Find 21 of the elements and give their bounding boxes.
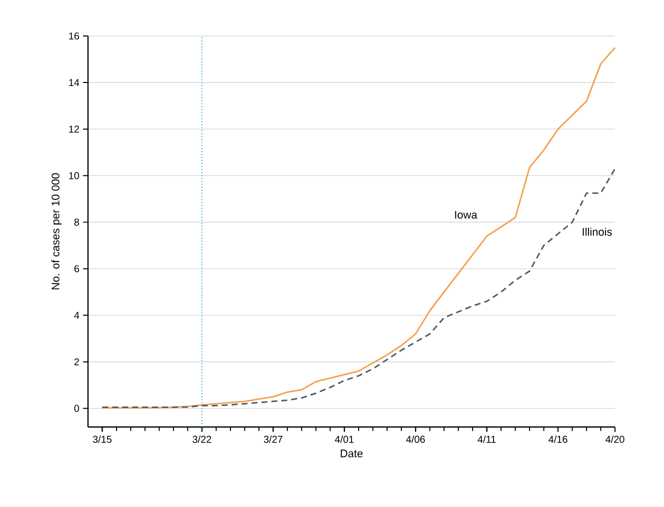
- x-tick-label: 4/11: [478, 436, 496, 443]
- y-tick-label: 12: [69, 126, 79, 133]
- y-tick-label: 2: [74, 358, 79, 366]
- x-tick-label: 3/22: [192, 436, 212, 443]
- x-tick-label: 4/01: [334, 436, 354, 443]
- x-tick-label: 4/06: [406, 436, 425, 443]
- y-tick-label: 14: [69, 79, 80, 86]
- y-tick-label: 16: [69, 32, 80, 40]
- series-label: Iowa: [455, 210, 478, 219]
- y-tick-label: 6: [74, 265, 80, 272]
- series-label: Illinois: [582, 228, 612, 236]
- x-axis-title: Date: [340, 450, 363, 458]
- y-tick-label: 10: [69, 172, 80, 180]
- x-tick-label: 4/20: [606, 436, 624, 443]
- y-tick-label: 4: [74, 312, 80, 319]
- y-tick-label: 0: [74, 404, 80, 412]
- y-tick-label: 8: [74, 218, 80, 226]
- x-tick-label: 3/27: [264, 436, 282, 443]
- x-tick-label: 3/15: [92, 436, 112, 443]
- x-tick-label: 4/16: [548, 436, 568, 443]
- y-axis-title: No. of cases per 10 000: [51, 173, 62, 290]
